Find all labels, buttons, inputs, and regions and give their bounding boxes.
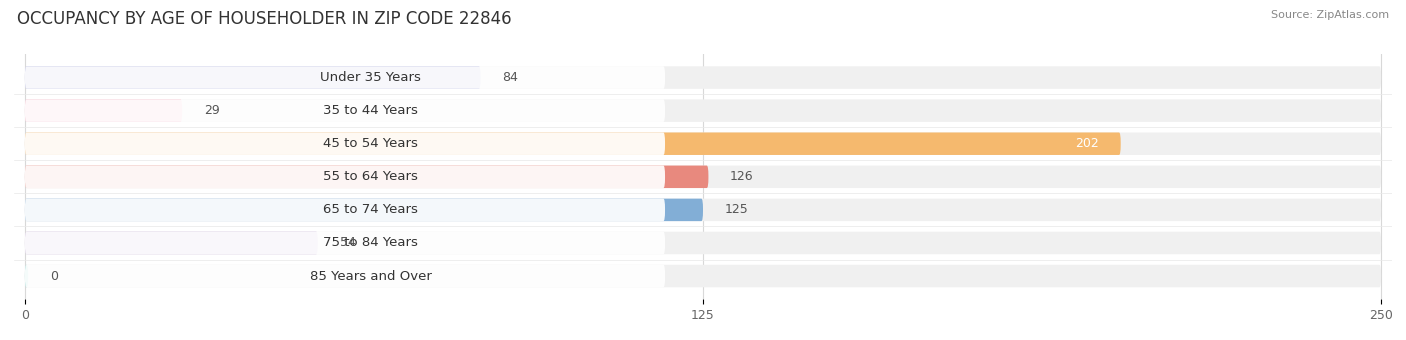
Text: OCCUPANCY BY AGE OF HOUSEHOLDER IN ZIP CODE 22846: OCCUPANCY BY AGE OF HOUSEHOLDER IN ZIP C… (17, 10, 512, 28)
FancyBboxPatch shape (25, 133, 1121, 155)
FancyBboxPatch shape (25, 265, 1381, 287)
Text: 85 Years and Over: 85 Years and Over (309, 270, 432, 283)
FancyBboxPatch shape (25, 99, 183, 122)
Text: 29: 29 (204, 104, 219, 117)
FancyBboxPatch shape (25, 66, 1381, 89)
Text: 125: 125 (724, 203, 748, 216)
Text: 65 to 74 Years: 65 to 74 Years (323, 203, 418, 216)
FancyBboxPatch shape (25, 133, 665, 155)
Text: 126: 126 (730, 170, 754, 183)
Text: Under 35 Years: Under 35 Years (321, 71, 420, 84)
FancyBboxPatch shape (25, 199, 665, 221)
FancyBboxPatch shape (25, 199, 703, 221)
FancyBboxPatch shape (25, 166, 1381, 188)
Text: 45 to 54 Years: 45 to 54 Years (323, 137, 418, 150)
Text: 0: 0 (51, 270, 58, 283)
FancyBboxPatch shape (25, 199, 1381, 221)
Text: 54: 54 (339, 236, 356, 250)
FancyBboxPatch shape (25, 166, 709, 188)
Text: 202: 202 (1076, 137, 1099, 150)
FancyBboxPatch shape (25, 166, 665, 188)
FancyBboxPatch shape (25, 232, 318, 254)
FancyBboxPatch shape (25, 265, 665, 287)
FancyBboxPatch shape (25, 232, 665, 254)
FancyBboxPatch shape (25, 66, 481, 89)
FancyBboxPatch shape (25, 232, 1381, 254)
Text: 84: 84 (502, 71, 519, 84)
Text: 75 to 84 Years: 75 to 84 Years (323, 236, 418, 250)
FancyBboxPatch shape (25, 99, 665, 122)
Text: 35 to 44 Years: 35 to 44 Years (323, 104, 418, 117)
FancyBboxPatch shape (25, 133, 1381, 155)
Text: 55 to 64 Years: 55 to 64 Years (323, 170, 418, 183)
FancyBboxPatch shape (25, 66, 665, 89)
FancyBboxPatch shape (25, 265, 28, 287)
FancyBboxPatch shape (25, 99, 1381, 122)
Text: Source: ZipAtlas.com: Source: ZipAtlas.com (1271, 10, 1389, 20)
